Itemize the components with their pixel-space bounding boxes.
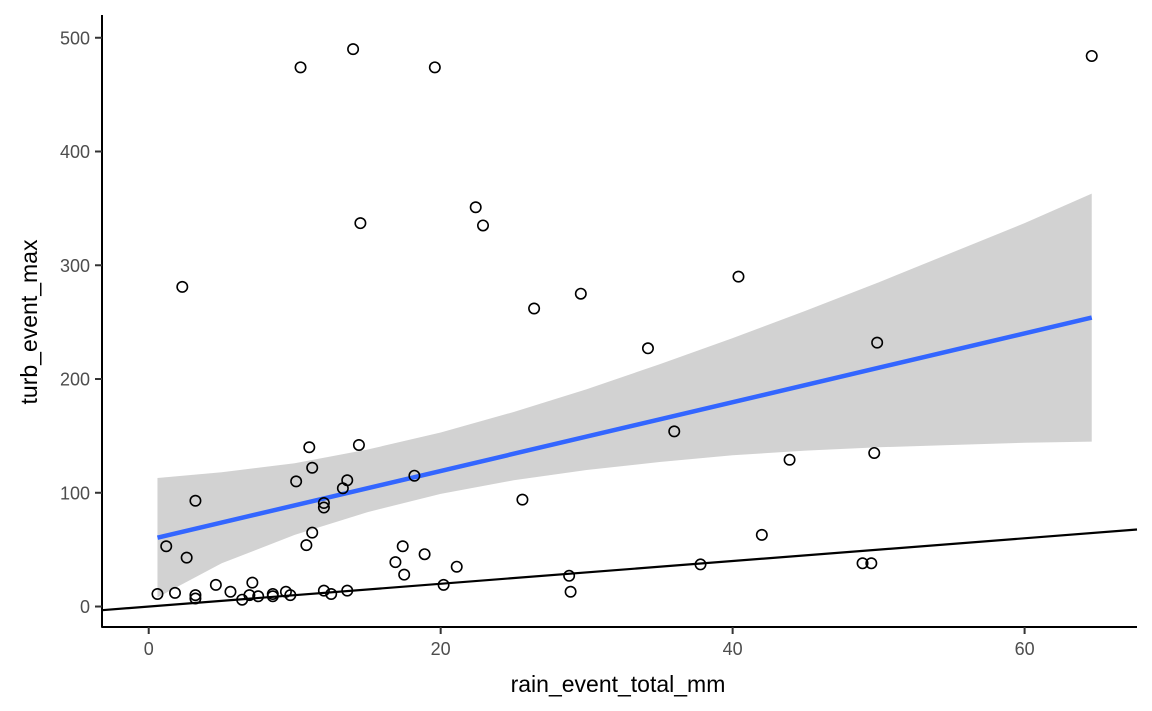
y-tick-label-0: 0 xyxy=(80,597,90,617)
axes-layer: 0 20 40 60 0 100 200 300 400 500 xyxy=(60,15,1137,659)
data-point-26 xyxy=(317,584,330,597)
data-point-27 xyxy=(325,588,338,601)
data-point-36 xyxy=(398,568,411,581)
data-point-49 xyxy=(641,342,654,355)
data-point-15 xyxy=(266,590,279,603)
data-point-48 xyxy=(574,287,587,300)
data-point-0 xyxy=(151,588,164,601)
x-tick-label-40: 40 xyxy=(723,639,743,659)
fit-line xyxy=(156,315,1093,540)
data-point-42 xyxy=(469,201,482,214)
data-point-30 xyxy=(341,584,354,597)
y-tick-label-100: 100 xyxy=(60,483,90,503)
x-tick-label-60: 60 xyxy=(1015,639,1035,659)
data-point-41 xyxy=(450,560,463,573)
y-tick-label-400: 400 xyxy=(60,142,90,162)
points-layer xyxy=(151,43,1098,606)
data-point-52 xyxy=(732,270,745,283)
data-point-24 xyxy=(317,501,330,514)
data-point-53 xyxy=(755,528,768,541)
reference-line xyxy=(101,528,1138,612)
data-point-45 xyxy=(528,302,541,315)
data-point-44 xyxy=(516,493,529,506)
data-point-8 xyxy=(209,578,222,591)
data-point-56 xyxy=(865,557,878,570)
data-point-37 xyxy=(408,469,421,482)
x-tick-label-0: 0 xyxy=(144,639,154,659)
x-axis-title: rain_event_total_mm xyxy=(511,671,726,697)
data-point-7 xyxy=(189,592,202,605)
confidence-band xyxy=(157,193,1092,598)
data-point-51 xyxy=(694,558,707,571)
data-point-11 xyxy=(243,589,256,602)
data-point-17 xyxy=(284,589,297,602)
data-point-55 xyxy=(856,557,869,570)
data-point-29 xyxy=(341,474,354,487)
y-tick-label-200: 200 xyxy=(60,370,90,390)
data-point-38 xyxy=(418,548,431,561)
data-point-39 xyxy=(428,61,441,74)
data-point-22 xyxy=(306,461,319,474)
data-point-23 xyxy=(306,526,319,539)
y-tick-label-300: 300 xyxy=(60,256,90,276)
data-point-20 xyxy=(300,539,313,552)
data-point-3 xyxy=(176,280,189,293)
data-point-4 xyxy=(180,551,193,564)
data-point-33 xyxy=(354,217,367,230)
data-point-35 xyxy=(396,540,409,553)
data-point-32 xyxy=(352,438,365,451)
data-point-21 xyxy=(303,441,316,454)
data-point-57 xyxy=(868,446,881,459)
data-point-6 xyxy=(189,589,202,602)
data-point-1 xyxy=(160,540,173,553)
data-point-59 xyxy=(1085,49,1098,62)
data-point-50 xyxy=(668,425,681,438)
data-point-13 xyxy=(252,590,265,603)
data-point-46 xyxy=(563,569,576,582)
y-tick-label-500: 500 xyxy=(60,28,90,48)
data-point-34 xyxy=(389,556,402,569)
data-point-12 xyxy=(246,576,259,589)
confidence-band-layer xyxy=(157,193,1092,598)
data-point-43 xyxy=(477,219,490,232)
y-axis-title: turb_event_max xyxy=(16,239,42,404)
data-point-2 xyxy=(168,586,181,599)
data-point-25 xyxy=(317,497,330,510)
data-point-9 xyxy=(224,585,237,598)
x-tick-label-20: 20 xyxy=(431,639,451,659)
data-point-40 xyxy=(437,578,450,591)
data-point-54 xyxy=(783,453,796,466)
data-point-31 xyxy=(347,43,360,56)
reference-line-layer xyxy=(101,528,1138,612)
data-point-18 xyxy=(290,475,303,488)
data-point-5 xyxy=(189,494,202,507)
data-point-47 xyxy=(564,585,577,598)
fit-line-layer xyxy=(156,315,1093,540)
data-point-58 xyxy=(871,336,884,349)
data-point-19 xyxy=(294,61,307,74)
